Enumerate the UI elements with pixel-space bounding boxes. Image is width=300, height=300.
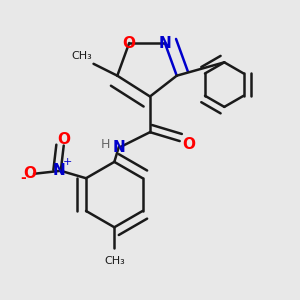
Text: CH₃: CH₃ <box>104 256 125 266</box>
Text: O: O <box>57 132 70 147</box>
Text: O: O <box>123 35 136 50</box>
Text: +: + <box>63 157 72 167</box>
Text: H: H <box>100 138 110 151</box>
Text: CH₃: CH₃ <box>71 51 92 61</box>
Text: O: O <box>183 136 196 152</box>
Text: N: N <box>53 163 66 178</box>
Text: N: N <box>158 35 171 50</box>
Text: N: N <box>112 140 125 154</box>
Text: O: O <box>23 166 36 181</box>
Text: -: - <box>21 171 26 185</box>
